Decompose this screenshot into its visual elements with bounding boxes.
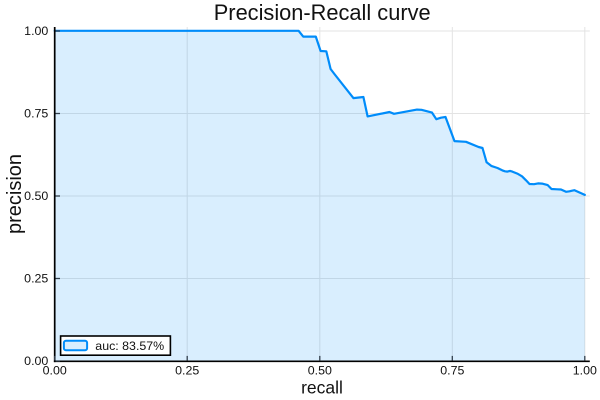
svg-text:auc: 83.57%: auc: 83.57% (95, 339, 164, 353)
svg-text:1.00: 1.00 (24, 24, 48, 38)
svg-text:0.25: 0.25 (24, 272, 48, 286)
svg-text:Precision-Recall curve: Precision-Recall curve (214, 0, 431, 25)
svg-text:0.50: 0.50 (24, 189, 48, 203)
svg-text:precision: precision (4, 154, 26, 234)
svg-text:0.00: 0.00 (43, 363, 67, 377)
svg-text:recall: recall (301, 377, 343, 397)
svg-text:0.25: 0.25 (175, 363, 199, 377)
svg-text:0.75: 0.75 (440, 363, 464, 377)
svg-text:0.75: 0.75 (24, 107, 48, 121)
svg-text:0.50: 0.50 (308, 363, 332, 377)
svg-text:0.00: 0.00 (24, 354, 48, 368)
svg-text:1.00: 1.00 (573, 363, 597, 377)
